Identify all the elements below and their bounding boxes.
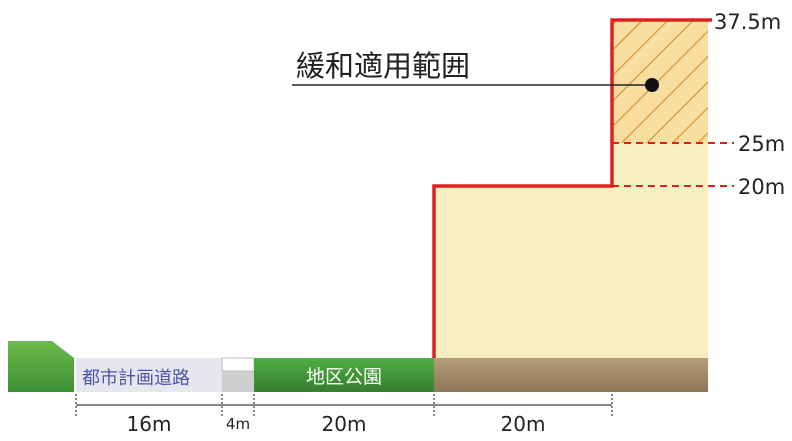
dimension-20m-park: 20m: [322, 412, 367, 436]
relaxed-area-hatch: [612, 20, 708, 143]
road-label: 都市計画道路: [82, 368, 190, 389]
dimension-20m-site: 20m: [501, 412, 546, 436]
height-label-20m: 20m: [738, 175, 785, 199]
height-label-37-5m: 37.5m: [714, 10, 781, 34]
height-envelope-line: [432, 18, 712, 358]
upper-building-volume: [612, 143, 708, 358]
site-ground: [434, 358, 708, 392]
callout-dot: [645, 78, 659, 92]
callout-label: 緩和適用範囲: [296, 49, 470, 83]
dimension-4m: 4m: [226, 415, 250, 433]
park-strip: [254, 358, 434, 392]
height-label-25m: 25m: [738, 132, 785, 156]
road-surface: [76, 358, 222, 392]
dimension-16m: 16m: [127, 412, 172, 436]
park-label: 地区公園: [306, 366, 382, 388]
green-slope: [8, 341, 74, 392]
lower-building-volume: [434, 186, 612, 358]
sidewalk-white: [221, 357, 255, 372]
